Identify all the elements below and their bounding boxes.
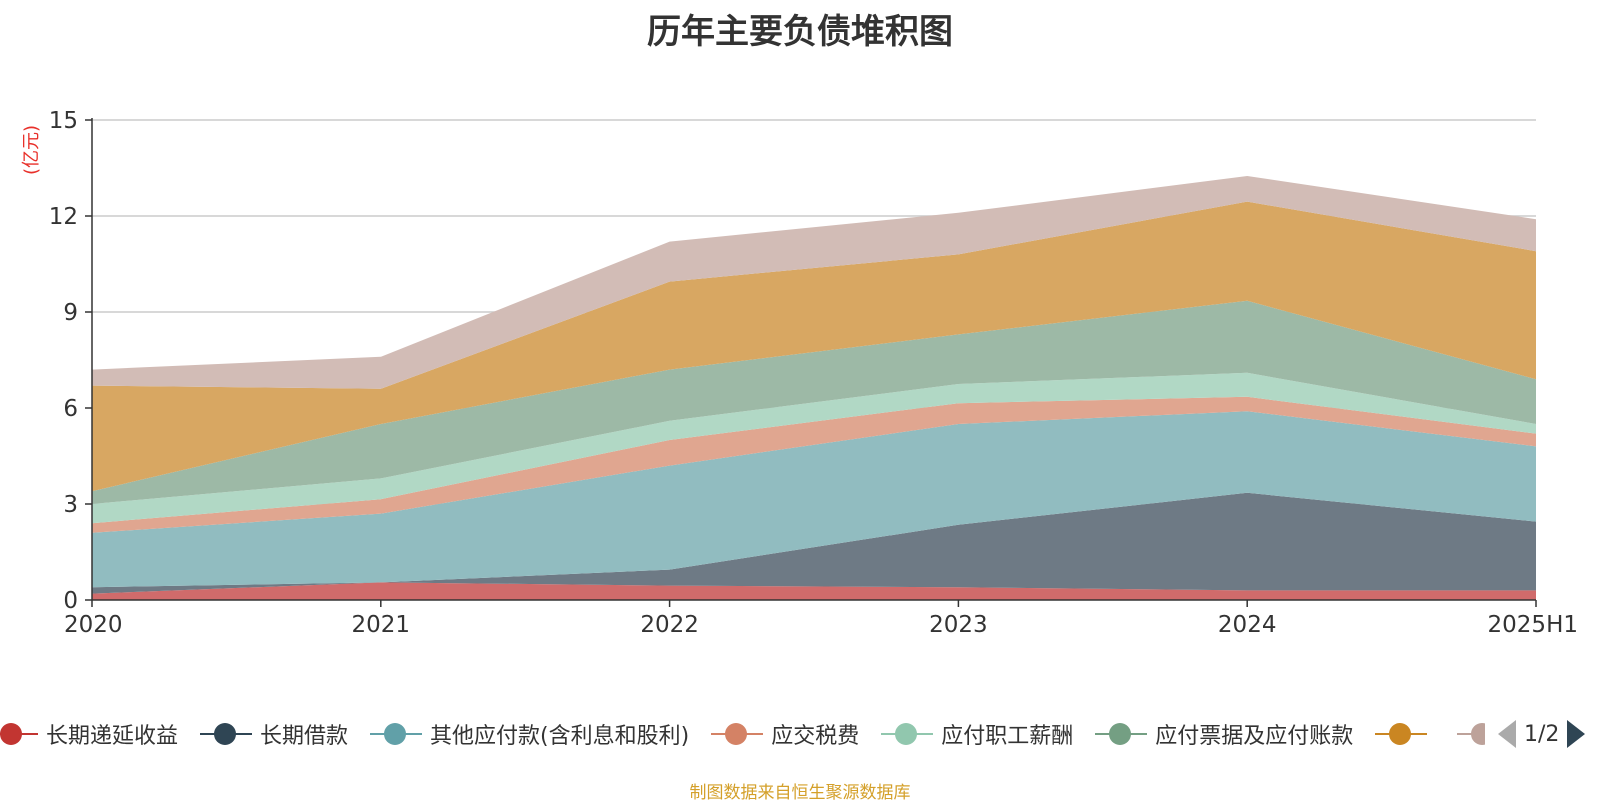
x-tick-label: 2024 xyxy=(1218,612,1277,638)
area-series-1 xyxy=(92,582,1536,600)
legend-item[interactable]: 应付票据及应付账款 xyxy=(1095,718,1353,750)
y-tick-label: 9 xyxy=(63,300,78,326)
chart-title: 历年主要负债堆积图 xyxy=(647,12,953,52)
axes xyxy=(85,118,1537,607)
legend-marker-icon xyxy=(0,722,38,746)
legend-label: 应交税费 xyxy=(771,724,860,749)
chart-plot: 0 3 6 9 12 15 2020 2021 2022 2023 2024 2025H1 xyxy=(49,108,1578,638)
legend-item[interactable]: 其他应付款(含利息和股利) xyxy=(370,718,689,750)
y-tick-labels: 0 3 6 9 12 15 xyxy=(49,108,78,614)
legend-label: 应付职工薪酬 xyxy=(941,724,1074,749)
area-series-7 xyxy=(92,201,1536,492)
legend-label: 应付票据及应付账款 xyxy=(1155,724,1354,749)
legend-page-indicator: 1/2 xyxy=(1524,721,1560,747)
legend-label: 长期借款 xyxy=(260,724,349,749)
legend-prev-page-icon[interactable] xyxy=(1498,720,1516,748)
area-series-6 xyxy=(92,300,1536,504)
legend-label: 其他应付款(含利息和股利) xyxy=(430,724,690,749)
legend-item[interactable]: 长期借款 xyxy=(200,718,348,750)
y-tick-label: 3 xyxy=(63,492,78,518)
area-series-3 xyxy=(92,411,1536,588)
legend-next-page-icon[interactable] xyxy=(1567,720,1586,748)
legend-marker-icon xyxy=(1457,722,1485,746)
legend-pager: 1/2 xyxy=(1498,712,1586,756)
y-tick-label: 12 xyxy=(49,204,78,230)
legend-marker-icon xyxy=(881,722,934,746)
area-series xyxy=(92,176,1536,600)
legend-marker-icon xyxy=(200,722,253,746)
x-tick-label: 2020 xyxy=(64,612,123,638)
x-tick-labels: 2020 2021 2022 2023 2024 2025H1 xyxy=(64,612,1578,638)
y-tick-label: 6 xyxy=(63,396,78,422)
y-tick-label: 15 xyxy=(49,108,78,134)
area-series-4 xyxy=(92,396,1536,533)
area-series-2 xyxy=(92,492,1536,594)
legend-item[interactable] xyxy=(1375,722,1435,746)
legend-marker-icon xyxy=(1375,722,1428,746)
legend-marker-icon xyxy=(370,722,423,746)
legend-label: 长期递延收益 xyxy=(46,724,179,749)
legend-item[interactable] xyxy=(1457,722,1485,746)
legend-item[interactable]: 应交税费 xyxy=(711,718,859,750)
legend-item[interactable]: 长期递延收益 xyxy=(0,718,178,750)
legend-marker-icon xyxy=(711,722,764,746)
area-series-8 xyxy=(92,176,1536,389)
legend-viewport: 长期递延收益 长期借款 其他应付款(含利息和股利) 应交税费 应付职工薪酬 应付票据及应付… xyxy=(0,712,1485,756)
legend-track: 长期递延收益 长期借款 其他应付款(含利息和股利) 应交税费 应付职工薪酬 应付票据及应付… xyxy=(0,712,1485,756)
data-source-note: 制图数据来自恒生聚源数据库 xyxy=(689,783,911,803)
x-tick-label: 2021 xyxy=(352,612,411,638)
area-series-5 xyxy=(92,372,1536,524)
x-tick-label: 2022 xyxy=(640,612,699,638)
x-tick-label: 2025H1 xyxy=(1488,612,1578,638)
legend: 长期递延收益 长期借款 其他应付款(含利息和股利) 应交税费 应付职工薪酬 应付票据及应付… xyxy=(0,712,1600,756)
y-tick-label: 0 xyxy=(63,588,78,614)
x-tick-label: 2023 xyxy=(929,612,988,638)
legend-item[interactable]: 应付职工薪酬 xyxy=(881,718,1073,750)
legend-marker-icon xyxy=(1095,722,1148,746)
